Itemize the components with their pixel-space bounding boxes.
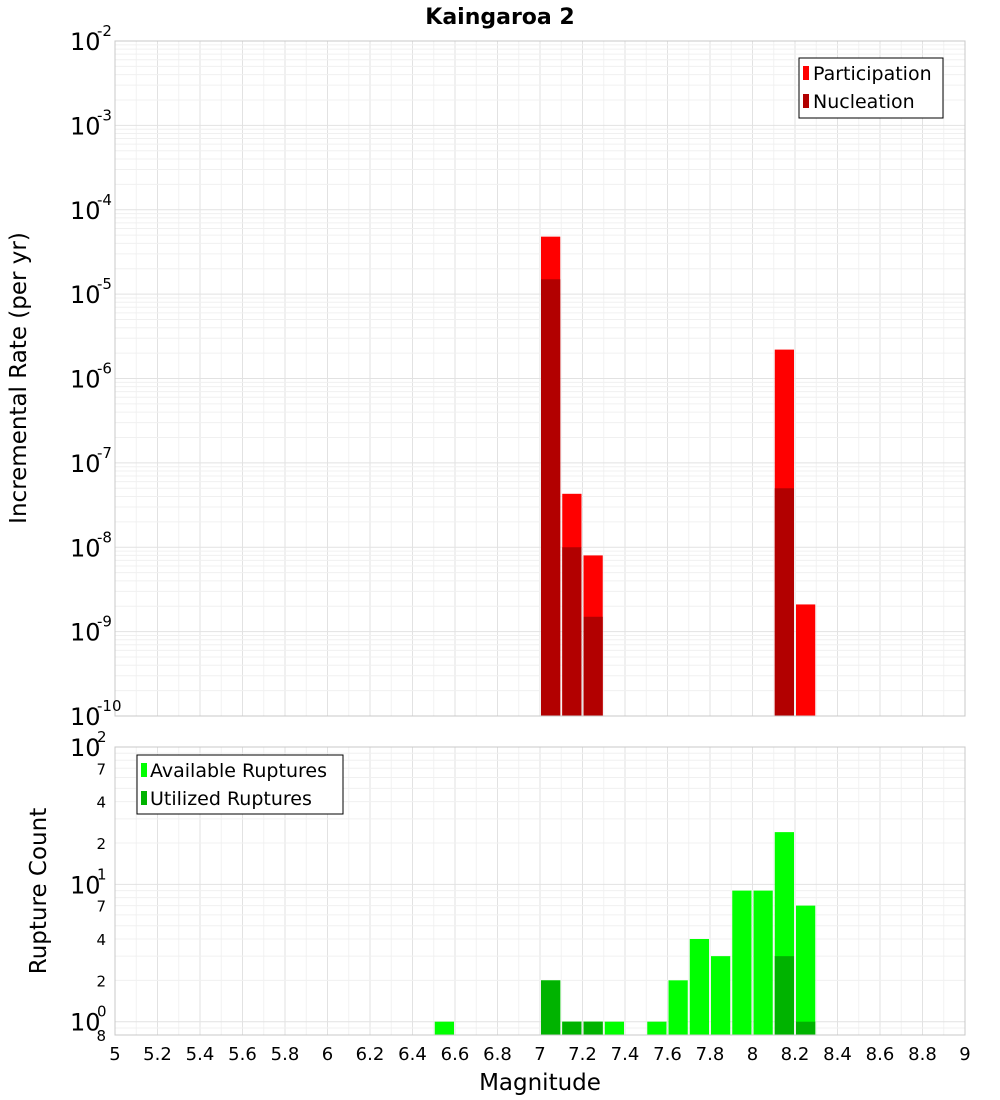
count-bar-available-ruptures: [647, 1021, 667, 1035]
y-tick-label-minor: 2: [96, 972, 106, 990]
y-tick-label-exponent: -8: [97, 528, 112, 546]
x-ticks: 5 5.2 5.4 5.6 5.8 6 6.2 6.4 6.6 6.8 7 7.2 7.4 7.6 7.8 8…: [109, 1044, 970, 1065]
y-tick-label-base: 10: [70, 28, 101, 56]
y-tick-label-base: 10: [70, 534, 101, 562]
x-tick-label: 7: [534, 1044, 545, 1065]
x-tick-label: 8: [747, 1044, 758, 1065]
y-tick-label-exponent: -5: [97, 275, 112, 293]
x-tick-label: 8.4: [823, 1044, 852, 1065]
y-tick-label-exponent: 0: [97, 1003, 107, 1021]
y-tick-label-minor: 7: [96, 760, 106, 778]
y-tick-label-exponent: -3: [97, 106, 112, 124]
legend-label-available: Available Ruptures: [150, 760, 327, 782]
y-tick-label-exponent: -2: [97, 22, 112, 40]
count-bar-utilized-ruptures: [583, 1021, 603, 1035]
y-tick-label-exponent: -10: [97, 697, 122, 715]
legend-swatch-available: [141, 763, 147, 777]
y-tick-label-base: 10: [70, 871, 101, 899]
count-bar-utilized-ruptures: [796, 1021, 816, 1035]
x-tick-label: 6: [322, 1044, 333, 1065]
rate-bar-nucleation: [562, 547, 582, 716]
x-tick-label: 7.4: [611, 1044, 640, 1065]
x-tick-label: 7.2: [568, 1044, 597, 1065]
legend-label-utilized: Utilized Ruptures: [150, 788, 312, 810]
y-tick-label-base: 10: [70, 1009, 101, 1037]
top-plot-border: [114, 40, 966, 717]
top-legend-box: [798, 57, 944, 119]
rate-bar-participation: [796, 604, 816, 716]
count-bar-available-ruptures: [753, 890, 773, 1035]
y-tick-label-exponent: -6: [97, 360, 112, 378]
bottom-y-axis-label: Rupture Count: [26, 808, 52, 974]
bottom-bars: [434, 832, 816, 1035]
y-tick-label-base: 10: [70, 703, 101, 731]
count-bar-available-ruptures: [711, 956, 731, 1035]
x-tick-label: 5.4: [186, 1044, 215, 1065]
y-tick-label-minor: 2: [96, 835, 106, 853]
x-axis-label: Magnitude: [479, 1070, 601, 1096]
bottom-legend: Available Ruptures Utilized Ruptures: [136, 754, 344, 815]
top-legend: Participation Nucleation: [798, 57, 944, 119]
legend-label-nucleation: Nucleation: [813, 91, 915, 113]
count-bar-available-ruptures: [668, 980, 688, 1035]
top-bars: [541, 236, 816, 716]
count-bar-available-ruptures: [689, 939, 709, 1035]
y-tick-label-minor: 7: [96, 898, 106, 916]
y-tick-label-base: 10: [70, 619, 101, 647]
x-tick-label: 8.6: [866, 1044, 895, 1065]
count-bar-utilized-ruptures: [774, 956, 794, 1035]
legend-swatch-utilized: [141, 791, 147, 805]
x-tick-label: 5.6: [228, 1044, 257, 1065]
y-tick-label-exponent: 1: [97, 865, 107, 883]
y-tick-label-base: 10: [70, 112, 101, 140]
y-tick-label-base: 10: [70, 450, 101, 478]
y-tick-label-base: 10: [70, 734, 101, 762]
x-tick-label: 7.8: [696, 1044, 725, 1065]
x-tick-label: 5.8: [271, 1044, 300, 1065]
y-tick-label-exponent: -7: [97, 444, 112, 462]
y-tick-label-exponent: -9: [97, 613, 112, 631]
x-tick-label: 8.8: [908, 1044, 937, 1065]
y-tick-label-base: 10: [70, 281, 101, 309]
rate-bar-nucleation: [774, 488, 794, 716]
count-bar-available-ruptures: [732, 890, 752, 1035]
y-tick-label-base: 10: [70, 197, 101, 225]
chart-title: Kaingaroa 2: [425, 5, 574, 30]
rate-bar-nucleation: [583, 616, 603, 716]
y-tick-label-exponent: -4: [97, 191, 112, 209]
x-tick-label: 6.6: [441, 1044, 470, 1065]
bottom-plot-border: [114, 746, 966, 1036]
count-bar-utilized-ruptures: [541, 980, 561, 1035]
y-tick-label-base: 10: [70, 366, 101, 394]
x-tick-label: 6.8: [483, 1044, 512, 1065]
x-tick-label: 6.4: [398, 1044, 427, 1065]
x-tick-label: 6.2: [356, 1044, 385, 1065]
x-tick-label: 5: [109, 1044, 120, 1065]
x-tick-label: 8.2: [781, 1044, 810, 1065]
legend-swatch-nucleation: [803, 94, 809, 108]
x-tick-label: 9: [959, 1044, 970, 1065]
x-tick-label: 7.6: [653, 1044, 682, 1065]
bottom-legend-box: [136, 754, 344, 815]
count-bar-utilized-ruptures: [562, 1021, 582, 1035]
top-y-axis-label: Incremental Rate (per yr): [6, 232, 32, 524]
y-tick-label-minor: 4: [96, 794, 106, 812]
count-bar-available-ruptures: [434, 1021, 454, 1035]
y-tick-label-minor: 8: [96, 1027, 106, 1045]
top-grid: [114, 40, 966, 717]
count-bar-available-ruptures: [604, 1021, 624, 1035]
y-tick-label-exponent: 2: [97, 728, 107, 746]
legend-label-participation: Participation: [813, 63, 932, 85]
y-tick-label-minor: 4: [96, 931, 106, 949]
count-bar-available-ruptures: [796, 905, 816, 1035]
rate-bar-nucleation: [541, 279, 561, 716]
x-tick-label: 5.2: [143, 1044, 172, 1065]
legend-swatch-participation: [803, 66, 809, 80]
